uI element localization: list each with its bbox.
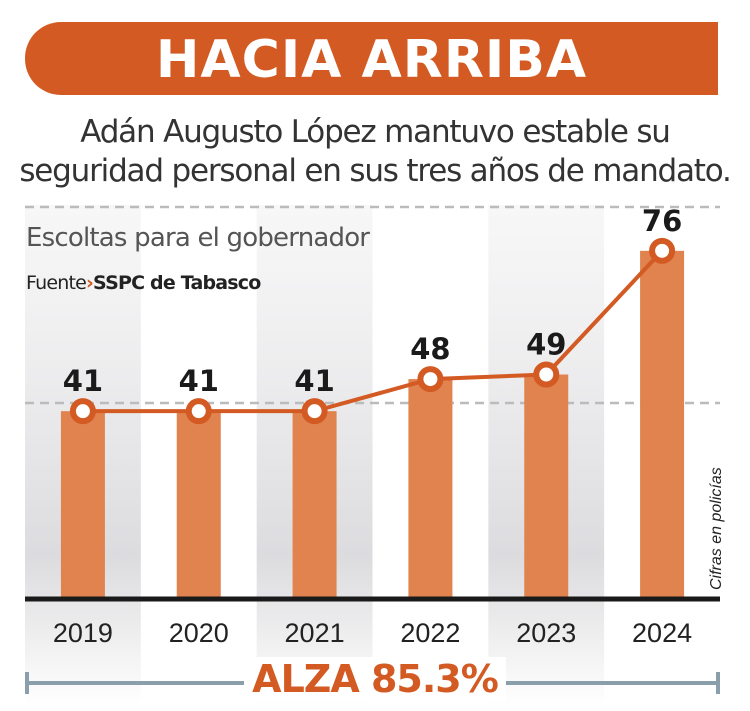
point-2020 — [185, 398, 212, 425]
point-2022 — [417, 366, 444, 393]
point-2023 — [533, 361, 560, 388]
data-label-2022: 48 — [410, 332, 450, 366]
x-tick-2020: 2020 — [169, 618, 229, 648]
source-line: Fuente›SSPC de Tabasco — [26, 272, 261, 294]
data-label-2021: 41 — [294, 364, 334, 398]
data-label-2023: 49 — [526, 328, 566, 362]
point-2021 — [301, 398, 328, 425]
subtitle: Adán Augusto López mantuvo estable su se… — [0, 113, 750, 191]
bar-2022 — [408, 379, 453, 599]
data-label-2024: 76 — [642, 204, 682, 238]
x-tick-2022: 2022 — [400, 618, 460, 648]
x-tick-2019: 2019 — [53, 618, 113, 648]
bar-2019 — [60, 411, 105, 599]
title-banner: HACIA ARRIBA — [25, 22, 718, 95]
bar-2024 — [640, 250, 685, 599]
chevron-right-icon: › — [86, 272, 94, 294]
point-2024 — [649, 237, 676, 264]
annotation: ALZA 85.3% — [0, 657, 750, 701]
units-note: Cifras en policías — [708, 467, 725, 590]
x-tick-2021: 2021 — [285, 618, 345, 648]
bar-2021 — [292, 411, 337, 599]
trend-line — [82, 249, 664, 414]
increase-label: ALZA 85.3% — [244, 657, 506, 701]
banner-title: HACIA ARRIBA — [155, 30, 588, 90]
data-label-2020: 41 — [179, 364, 219, 398]
bar-2023 — [524, 374, 569, 599]
subtitle-line-2: seguridad personal en sus tres años de m… — [19, 153, 731, 189]
source-name: SSPC de Tabasco — [93, 272, 261, 294]
bar-2020 — [176, 411, 221, 599]
chart-title: Escoltas para el gobernador — [26, 223, 370, 253]
subtitle-line-1: Adán Augusto López mantuvo estable su — [80, 114, 671, 150]
x-tick-2023: 2023 — [516, 618, 576, 648]
data-label-2019: 41 — [63, 364, 103, 398]
x-tick-2024: 2024 — [632, 618, 692, 648]
source-label: Fuente — [26, 272, 87, 294]
point-2019 — [69, 398, 96, 425]
